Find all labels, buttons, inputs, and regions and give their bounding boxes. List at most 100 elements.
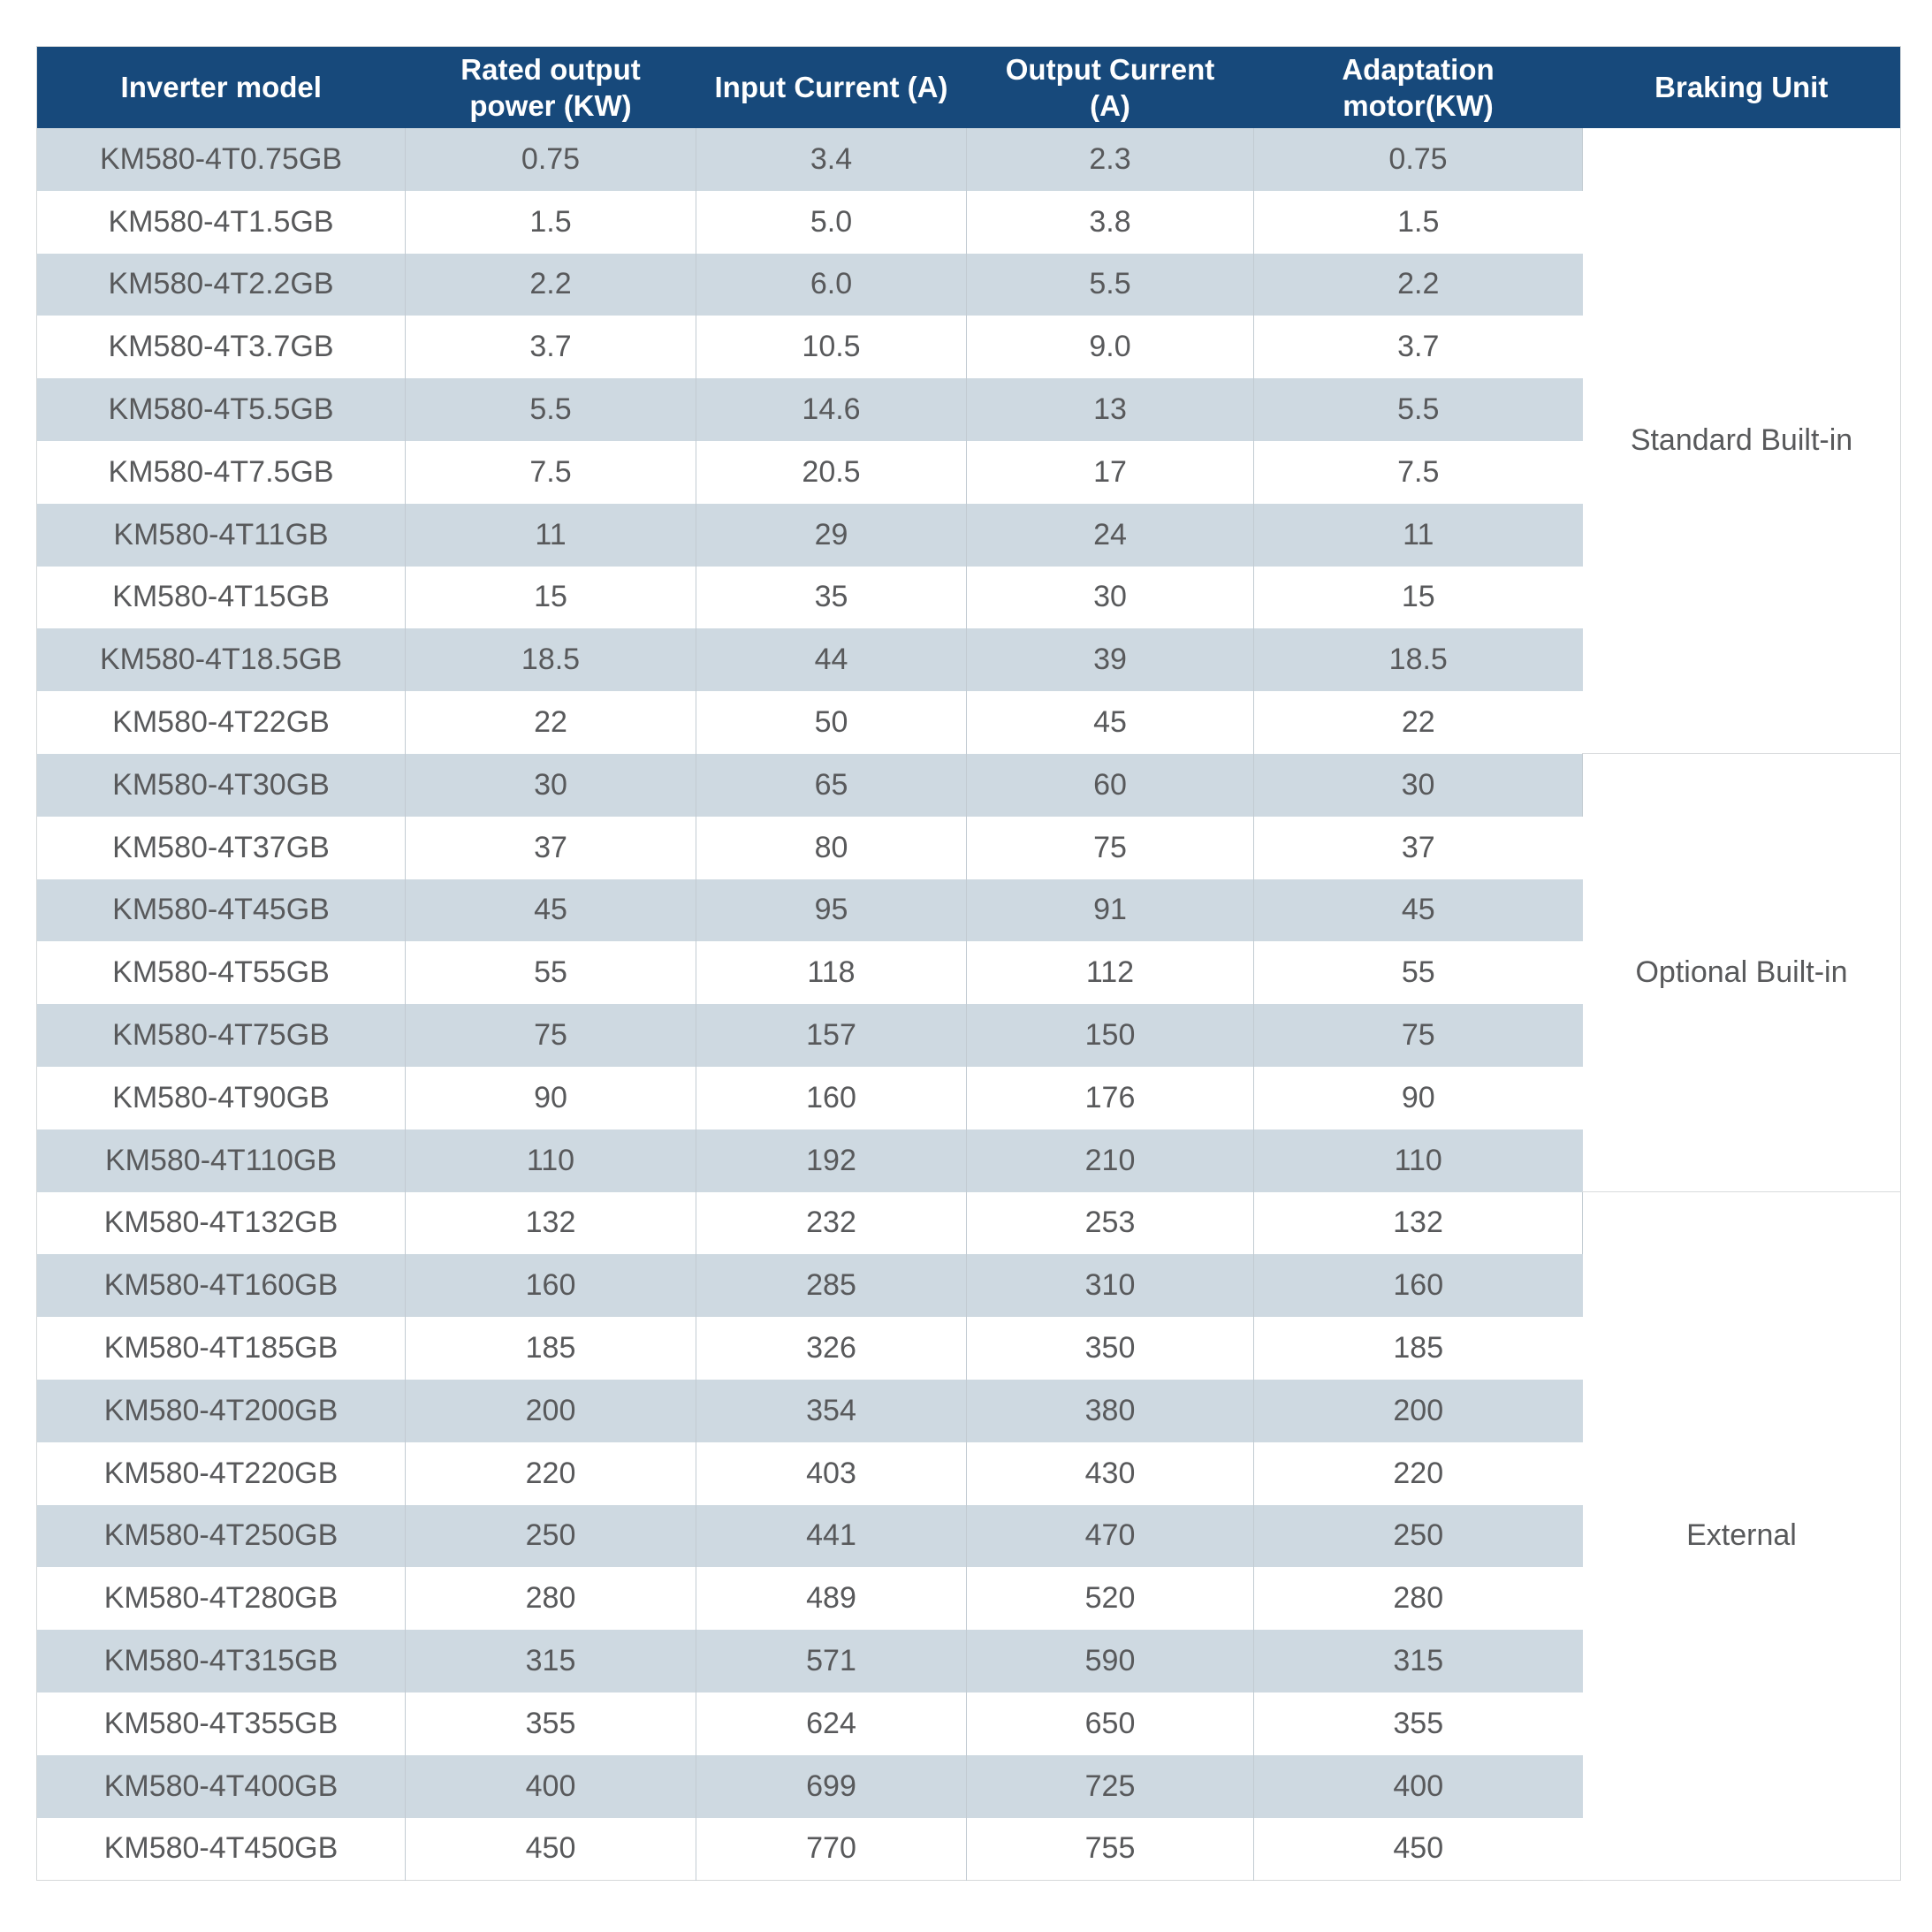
input-current-cell: 95 bbox=[696, 879, 967, 942]
motor-cell: 450 bbox=[1253, 1817, 1583, 1881]
motor-cell: 355 bbox=[1253, 1692, 1583, 1755]
motor-cell: 160 bbox=[1253, 1254, 1583, 1318]
motor-cell: 45 bbox=[1253, 879, 1583, 942]
input-current-cell: 3.4 bbox=[696, 128, 967, 191]
model-cell: KM580-4T3.7GB bbox=[36, 316, 406, 379]
motor-cell: 7.5 bbox=[1253, 440, 1583, 504]
input-current-cell: 403 bbox=[696, 1441, 967, 1505]
model-cell: KM580-4T45GB bbox=[36, 879, 406, 942]
output-current-cell: 520 bbox=[966, 1567, 1254, 1631]
table-row: KM580-4T400GB 400 699 725 400 bbox=[36, 1754, 1901, 1818]
input-current-cell: 118 bbox=[696, 941, 967, 1005]
power-cell: 160 bbox=[405, 1254, 696, 1318]
model-cell: KM580-4T450GB bbox=[36, 1817, 406, 1881]
input-current-cell: 489 bbox=[696, 1567, 967, 1631]
output-current-cell: 60 bbox=[966, 753, 1254, 817]
model-cell: KM580-4T315GB bbox=[36, 1630, 406, 1692]
model-cell: KM580-4T250GB bbox=[36, 1504, 406, 1568]
power-cell: 110 bbox=[405, 1129, 696, 1192]
model-cell: KM580-4T200GB bbox=[36, 1379, 406, 1442]
table-row: KM580-4T0.75GB 0.75 3.4 2.3 0.75 Standar… bbox=[36, 128, 1901, 755]
output-current-cell: 9.0 bbox=[966, 316, 1254, 379]
power-cell: 132 bbox=[405, 1191, 696, 1255]
braking-unit-cell: Optional Built-in bbox=[1582, 753, 1901, 1193]
output-current-cell: 590 bbox=[966, 1630, 1254, 1692]
table-row: KM580-4T280GB 280 489 520 280 bbox=[36, 1567, 1901, 1631]
motor-cell: 37 bbox=[1253, 816, 1583, 879]
motor-cell: 110 bbox=[1253, 1129, 1583, 1192]
header-adaptation-motor: Adaptation motor(KW) bbox=[1253, 46, 1583, 128]
input-current-cell: 326 bbox=[696, 1317, 967, 1380]
output-current-cell: 112 bbox=[966, 941, 1254, 1005]
model-cell: KM580-4T110GB bbox=[36, 1129, 406, 1192]
power-cell: 22 bbox=[405, 691, 696, 754]
output-current-cell: 470 bbox=[966, 1504, 1254, 1568]
model-cell: KM580-4T1.5GB bbox=[36, 190, 406, 254]
model-cell: KM580-4T22GB bbox=[36, 691, 406, 754]
motor-cell: 22 bbox=[1253, 691, 1583, 754]
table-row: KM580-4T7.5GB 7.5 20.5 17 7.5 bbox=[36, 440, 1901, 504]
table-row: KM580-4T185GB 185 326 350 185 bbox=[36, 1317, 1901, 1380]
table-row: KM580-4T200GB 200 354 380 200 bbox=[36, 1379, 1901, 1442]
header-braking-unit: Braking Unit bbox=[1582, 46, 1901, 128]
input-current-cell: 285 bbox=[696, 1254, 967, 1318]
power-cell: 11 bbox=[405, 503, 696, 567]
output-current-cell: 45 bbox=[966, 691, 1254, 754]
input-current-cell: 29 bbox=[696, 503, 967, 567]
table-row: KM580-4T90GB 90 160 176 90 bbox=[36, 1066, 1901, 1130]
power-cell: 18.5 bbox=[405, 628, 696, 692]
input-current-cell: 192 bbox=[696, 1129, 967, 1192]
input-current-cell: 571 bbox=[696, 1630, 967, 1692]
table-row: KM580-4T11GB 11 29 24 11 bbox=[36, 503, 1901, 567]
input-current-cell: 80 bbox=[696, 816, 967, 879]
model-cell: KM580-4T5.5GB bbox=[36, 378, 406, 441]
table-row: KM580-4T355GB 355 624 650 355 bbox=[36, 1692, 1901, 1755]
input-current-cell: 14.6 bbox=[696, 378, 967, 441]
model-cell: KM580-4T280GB bbox=[36, 1567, 406, 1631]
table-row: KM580-4T37GB 37 80 75 37 bbox=[36, 816, 1901, 879]
table-row: KM580-4T2.2GB 2.2 6.0 5.5 2.2 bbox=[36, 253, 1901, 316]
table-row: KM580-4T55GB 55 118 112 55 bbox=[36, 941, 1901, 1005]
motor-cell: 2.2 bbox=[1253, 253, 1583, 316]
input-current-cell: 699 bbox=[696, 1754, 967, 1818]
motor-cell: 400 bbox=[1253, 1754, 1583, 1818]
power-cell: 3.7 bbox=[405, 316, 696, 379]
motor-cell: 30 bbox=[1253, 753, 1583, 817]
motor-cell: 15 bbox=[1253, 566, 1583, 629]
model-cell: KM580-4T75GB bbox=[36, 1004, 406, 1067]
output-current-cell: 91 bbox=[966, 879, 1254, 942]
output-current-cell: 210 bbox=[966, 1129, 1254, 1192]
model-cell: KM580-4T15GB bbox=[36, 566, 406, 629]
power-cell: 15 bbox=[405, 566, 696, 629]
input-current-cell: 44 bbox=[696, 628, 967, 692]
table-row: KM580-4T15GB 15 35 30 15 bbox=[36, 566, 1901, 629]
braking-unit-cell: External bbox=[1582, 1191, 1901, 1881]
motor-cell: 280 bbox=[1253, 1567, 1583, 1631]
table-row: KM580-4T30GB 30 65 60 30 Optional Built-… bbox=[36, 753, 1901, 1193]
input-current-cell: 441 bbox=[696, 1504, 967, 1568]
motor-cell: 3.7 bbox=[1253, 316, 1583, 379]
table-row: KM580-4T5.5GB 5.5 14.6 13 5.5 bbox=[36, 378, 1901, 441]
table-row: KM580-4T18.5GB 18.5 44 39 18.5 bbox=[36, 628, 1901, 692]
output-current-cell: 755 bbox=[966, 1817, 1254, 1881]
output-current-cell: 3.8 bbox=[966, 190, 1254, 254]
output-current-cell: 176 bbox=[966, 1066, 1254, 1130]
model-cell: KM580-4T160GB bbox=[36, 1254, 406, 1318]
power-cell: 1.5 bbox=[405, 190, 696, 254]
inverter-spec-table: Inverter model Rated output power (KW) I… bbox=[36, 46, 1901, 1881]
output-current-cell: 75 bbox=[966, 816, 1254, 879]
model-cell: KM580-4T132GB bbox=[36, 1191, 406, 1255]
motor-cell: 1.5 bbox=[1253, 190, 1583, 254]
output-current-cell: 350 bbox=[966, 1317, 1254, 1380]
input-current-cell: 50 bbox=[696, 691, 967, 754]
motor-cell: 185 bbox=[1253, 1317, 1583, 1380]
motor-cell: 0.75 bbox=[1253, 128, 1583, 191]
model-cell: KM580-4T11GB bbox=[36, 503, 406, 567]
output-current-cell: 24 bbox=[966, 503, 1254, 567]
input-current-cell: 35 bbox=[696, 566, 967, 629]
table-row: KM580-4T315GB 315 571 590 315 bbox=[36, 1630, 1901, 1692]
input-current-cell: 5.0 bbox=[696, 190, 967, 254]
motor-cell: 11 bbox=[1253, 503, 1583, 567]
power-cell: 250 bbox=[405, 1504, 696, 1568]
power-cell: 7.5 bbox=[405, 440, 696, 504]
